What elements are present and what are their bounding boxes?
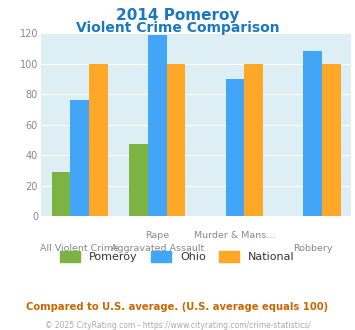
- Text: Violent Crime Comparison: Violent Crime Comparison: [76, 21, 279, 35]
- Bar: [52, 172, 70, 216]
- Bar: [70, 100, 89, 216]
- Legend: Pomeroy, Ohio, National: Pomeroy, Ohio, National: [56, 247, 299, 267]
- Bar: [148, 35, 166, 216]
- Bar: [322, 63, 340, 216]
- Text: © 2025 CityRating.com - https://www.cityrating.com/crime-statistics/: © 2025 CityRating.com - https://www.city…: [45, 321, 310, 330]
- Bar: [226, 79, 244, 216]
- Text: Murder & Mans...: Murder & Mans...: [194, 231, 275, 240]
- Text: Aggravated Assault: Aggravated Assault: [111, 244, 204, 252]
- Bar: [89, 63, 108, 216]
- Text: Rape: Rape: [145, 231, 169, 240]
- Text: All Violent Crime: All Violent Crime: [40, 244, 119, 252]
- Bar: [129, 145, 148, 216]
- Text: Compared to U.S. average. (U.S. average equals 100): Compared to U.S. average. (U.S. average …: [26, 302, 329, 312]
- Bar: [166, 63, 185, 216]
- Text: 2014 Pomeroy: 2014 Pomeroy: [116, 8, 239, 23]
- Bar: [244, 63, 263, 216]
- Bar: [303, 51, 322, 216]
- Text: Robbery: Robbery: [293, 244, 332, 252]
